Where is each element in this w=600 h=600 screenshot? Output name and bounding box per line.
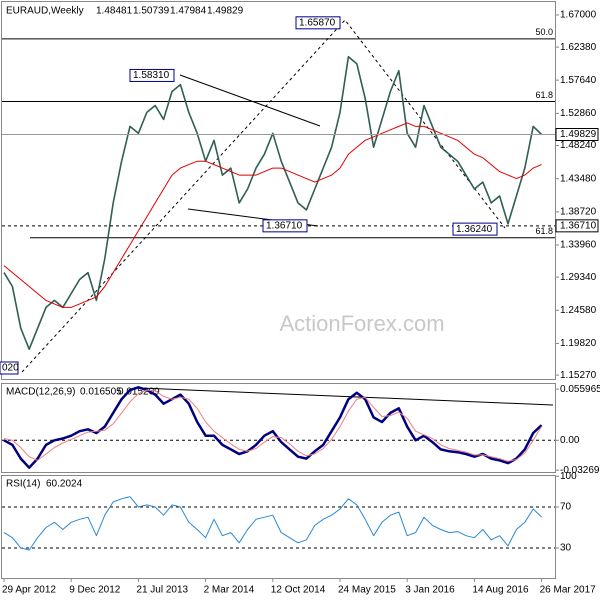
annotation-label: 1.65870 <box>299 17 336 28</box>
x-tick-label: 14 Aug 2016 <box>472 585 529 596</box>
cut-label: 020 <box>2 363 19 374</box>
axis-price-box <box>555 128 599 142</box>
y-tick-label: 30 <box>560 543 572 554</box>
ohlc-open: 1.48481 <box>96 6 133 17</box>
trend-line <box>179 74 321 127</box>
series-line <box>3 496 542 551</box>
y-tick-label: 1.43480 <box>560 173 597 184</box>
y-tick-label: 1.15270 <box>560 370 597 381</box>
y-tick-label: -0.03269 <box>560 465 600 476</box>
label-box <box>295 16 341 30</box>
y-tick-label: 1.38720 <box>560 206 597 217</box>
x-tick-label: 21 Jul 2013 <box>136 585 188 596</box>
x-tick-label: 9 Dec 2012 <box>69 585 121 596</box>
y-tick-label: 1.33960 <box>560 240 597 251</box>
y-tick-label: 100 <box>560 471 577 482</box>
axis-price-label: 1.36710 <box>560 220 597 231</box>
y-tick-label: 0.00 <box>560 435 580 446</box>
y-tick-label: 0.055965 <box>560 384 600 395</box>
fib-label: 61.8 <box>535 90 553 100</box>
fib-label: 61.8 <box>535 226 553 236</box>
label-box <box>452 222 498 236</box>
series-line <box>3 389 543 462</box>
label-box <box>129 68 175 82</box>
ohlc-low: 1.47984 <box>170 6 207 17</box>
trend-line <box>139 387 554 406</box>
y-tick-label: 1.19820 <box>560 338 597 349</box>
y-tick-label: 1.62380 <box>560 42 597 53</box>
ohlc-close: 1.49829 <box>207 6 244 17</box>
rsi-readout: 60.2024 <box>46 479 83 490</box>
x-tick-label: 3 Jan 2016 <box>405 585 455 596</box>
annotation-label: 1.58310 <box>133 70 170 81</box>
ohlc-high: 1.50739 <box>133 6 170 17</box>
label-box <box>262 219 308 233</box>
series-line <box>3 122 542 308</box>
rsi-title: RSI(14) <box>6 479 40 490</box>
macd-readout: 0.016505 <box>80 387 122 398</box>
y-tick-label: 1.52860 <box>560 108 597 119</box>
rsi-panel <box>1 475 556 579</box>
axis-price-box <box>555 219 599 233</box>
signal-readout: 0.015209 <box>118 387 160 398</box>
y-tick-label: 1.57640 <box>560 75 597 86</box>
price-panel <box>1 1 556 380</box>
macd-title: MACD(12,26,9) <box>6 387 75 398</box>
x-tick-label: 12 Oct 2014 <box>271 585 326 596</box>
watermark: ActionForex.com <box>279 311 444 336</box>
x-tick-label: 26 Mar 2017 <box>540 585 597 596</box>
price-title: EURAUD,Weekly <box>6 6 84 17</box>
fib-label: 50.0 <box>535 27 553 37</box>
label-box <box>0 361 19 375</box>
y-tick-label: 70 <box>560 502 572 513</box>
x-tick-label: 24 May 2015 <box>338 585 396 596</box>
macd-panel <box>1 383 556 473</box>
axis-price-label: 1.49829 <box>560 129 597 140</box>
annotation-label: 1.36710 <box>266 220 303 231</box>
y-tick-label: 1.29340 <box>560 272 597 283</box>
x-tick-label: 2 Mar 2014 <box>204 585 255 596</box>
y-tick-label: 1.67000 <box>560 10 597 21</box>
series-line <box>3 55 543 350</box>
y-tick-label: 1.24580 <box>560 305 597 316</box>
y-tick-label: 1.48240 <box>560 140 597 151</box>
annotation-label: 1.36240 <box>456 224 493 235</box>
x-tick-label: 29 Apr 2012 <box>2 585 56 596</box>
